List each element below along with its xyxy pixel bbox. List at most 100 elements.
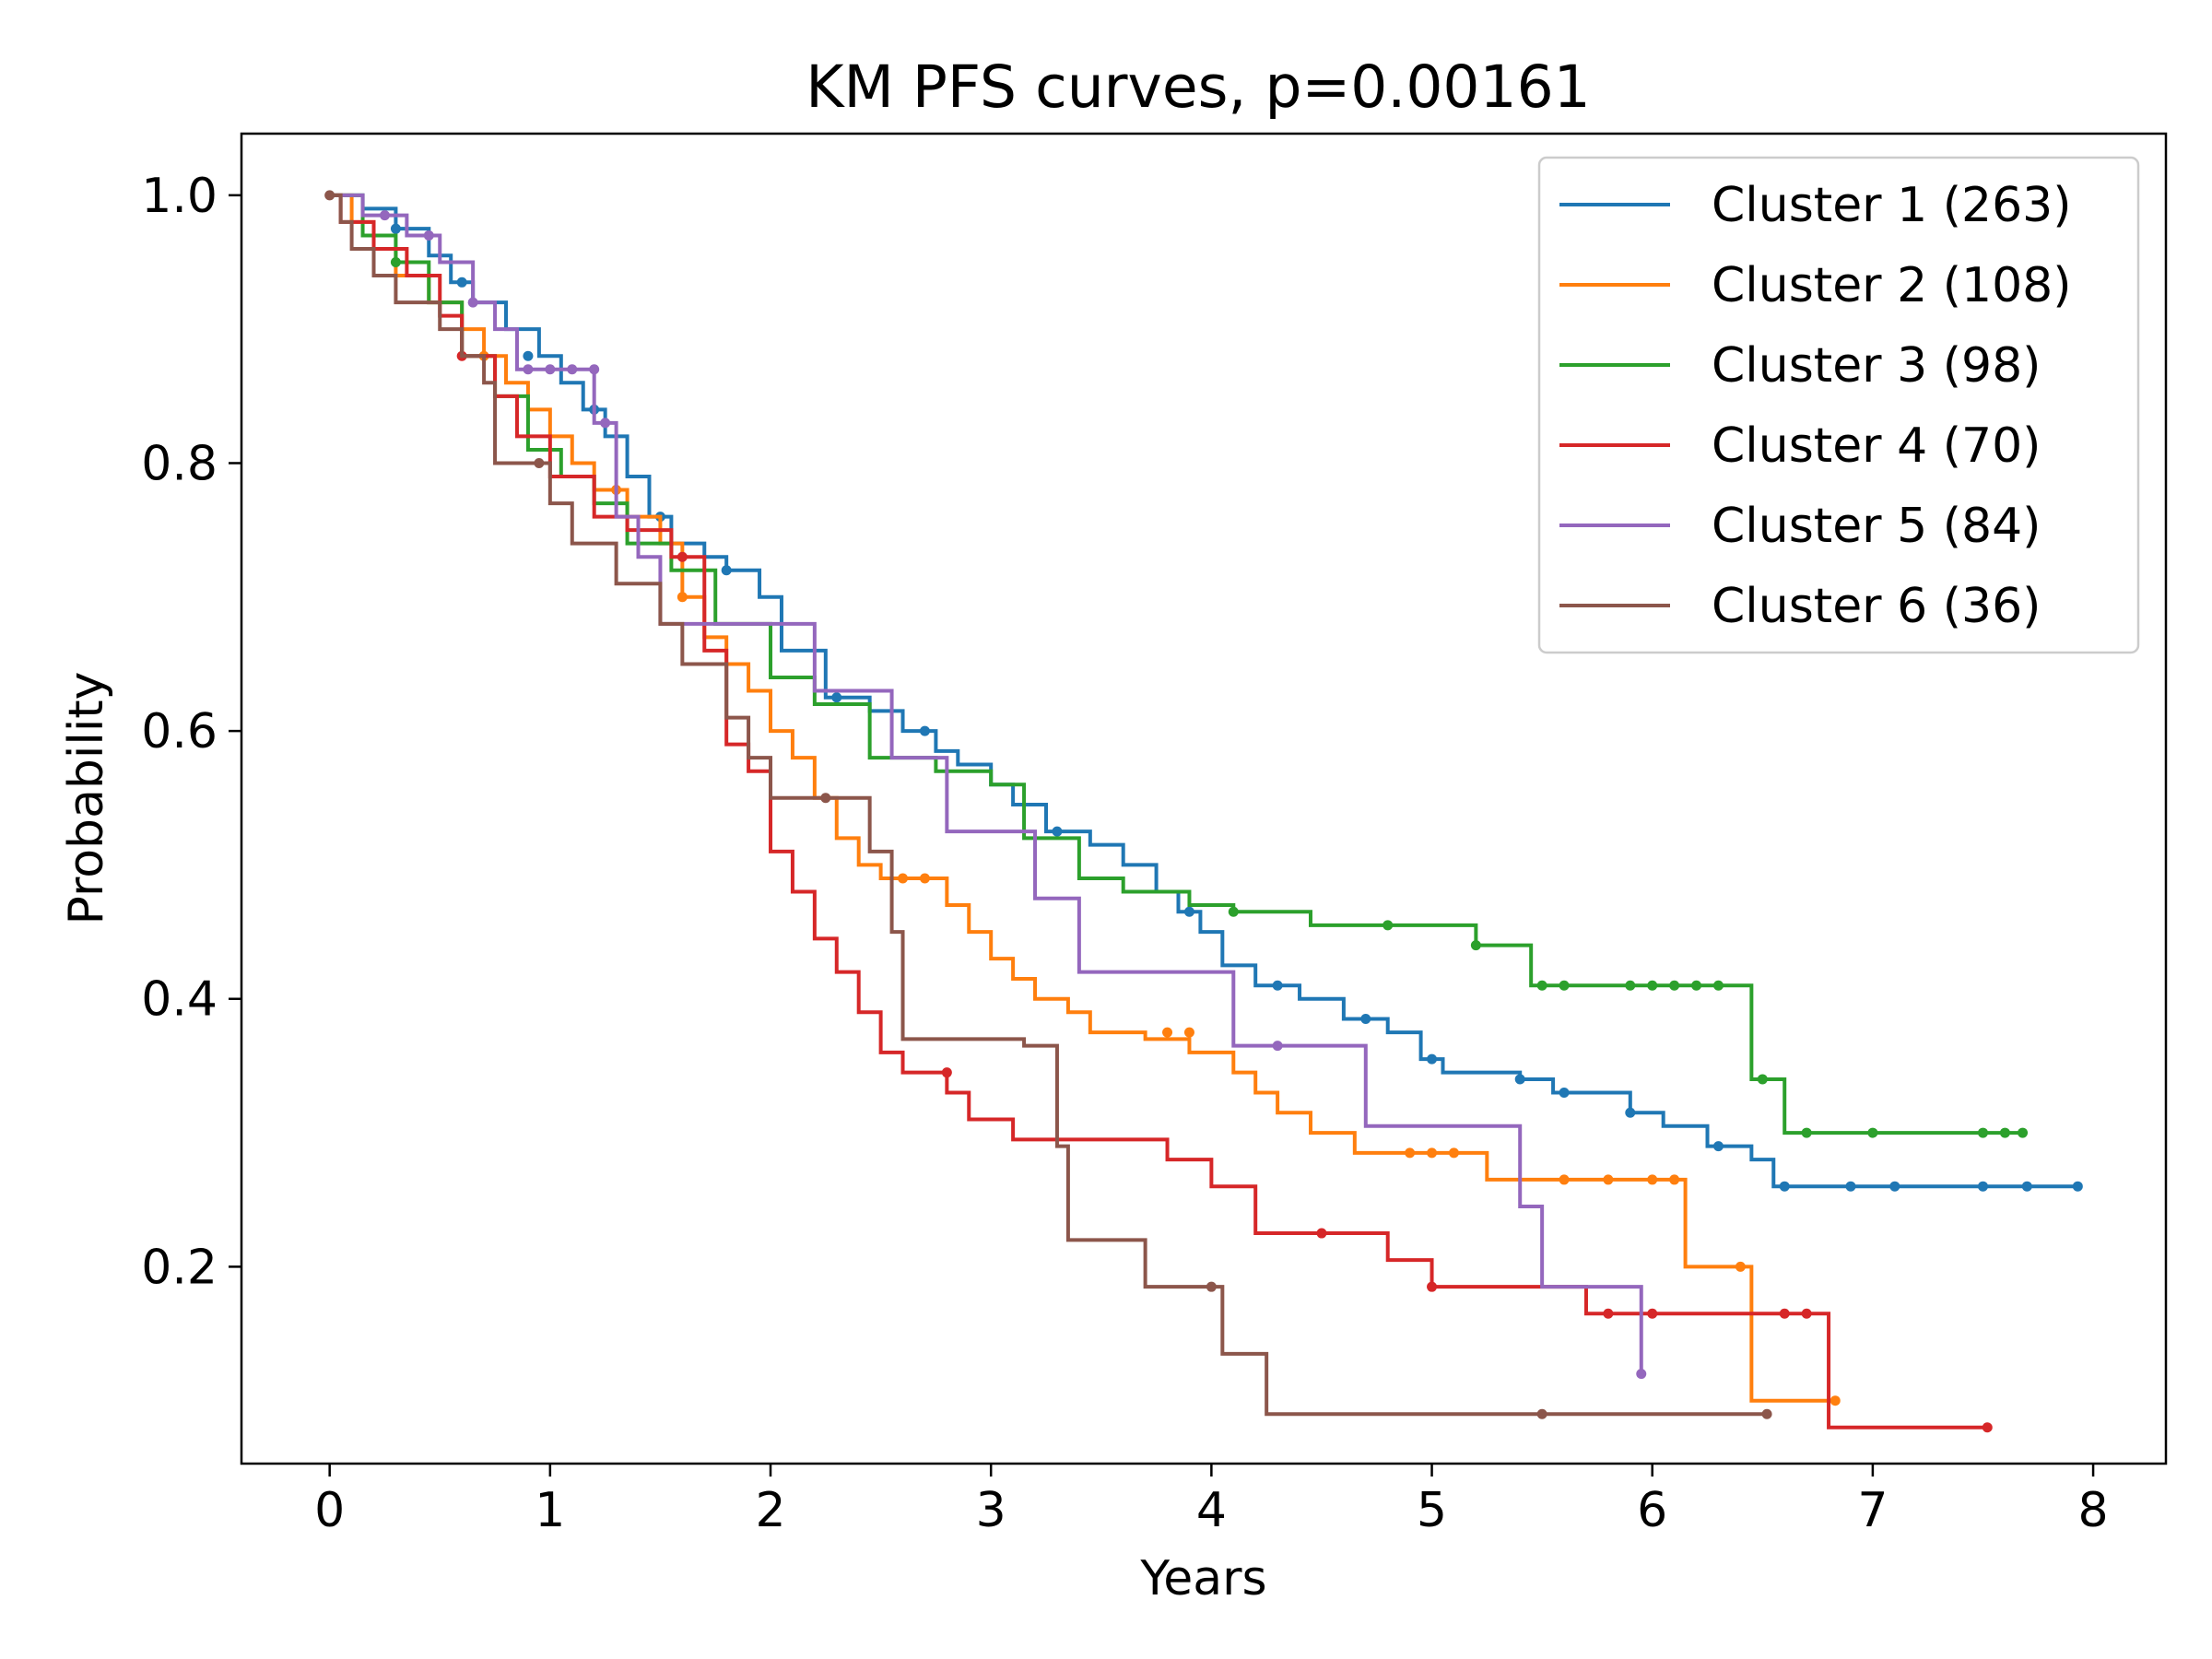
legend-label: Cluster 4 (70) xyxy=(1712,418,2041,474)
censor-mark xyxy=(1999,1127,2010,1138)
censor-mark xyxy=(1712,980,1724,991)
censor-mark xyxy=(567,364,578,375)
censor-mark xyxy=(1427,1147,1438,1159)
censor-mark xyxy=(820,793,831,804)
censor-mark xyxy=(1427,1281,1438,1292)
y-tick-label: 0.4 xyxy=(141,972,218,1028)
censor-mark xyxy=(1228,906,1239,917)
censor-mark xyxy=(589,364,600,375)
censor-mark xyxy=(523,364,534,375)
censor-mark xyxy=(456,276,467,288)
legend-item-cluster-2: Cluster 2 (108) xyxy=(1559,258,2072,313)
series-cluster-6 xyxy=(324,190,1772,1419)
legend-label: Cluster 6 (36) xyxy=(1712,579,2041,634)
censor-mark xyxy=(721,565,732,576)
censor-mark xyxy=(1647,1308,1658,1319)
y-axis-label: Probability xyxy=(59,672,114,925)
legend-item-cluster-3: Cluster 3 (98) xyxy=(1559,338,2041,394)
censor-mark xyxy=(1360,1014,1371,1025)
censor-mark xyxy=(1272,980,1283,991)
legend: Cluster 1 (263) Cluster 2 (108) Cluster 3 … xyxy=(1537,156,2140,654)
series-cluster-4 xyxy=(329,193,1993,1433)
y-tick-label: 0.6 xyxy=(141,704,218,759)
censor-mark xyxy=(941,1067,952,1078)
censor-mark xyxy=(600,418,611,429)
km-curve-line xyxy=(329,193,1836,1403)
km-curve-line xyxy=(329,193,1988,1430)
censor-mark xyxy=(1052,826,1063,837)
x-axis-label: Years xyxy=(1139,1551,1266,1606)
censor-mark xyxy=(1470,940,1481,951)
censor-mark xyxy=(677,592,688,603)
legend-label: Cluster 3 (98) xyxy=(1712,338,2041,394)
censor-mark xyxy=(1382,920,1394,931)
censor-mark xyxy=(534,457,545,468)
censor-mark xyxy=(1757,1074,1768,1085)
censor-mark xyxy=(1448,1147,1459,1159)
km-curve-line xyxy=(329,193,2078,1189)
censor-mark xyxy=(1977,1127,1988,1138)
censor-mark xyxy=(1691,980,1702,991)
censor-mark xyxy=(919,873,930,884)
x-tick-label: 6 xyxy=(1637,1483,1667,1538)
censor-mark xyxy=(1761,1408,1772,1419)
censor-mark xyxy=(2018,1127,2029,1138)
censor-mark xyxy=(1316,1228,1327,1239)
chart-title: KM PFS curves, p=0.00161 xyxy=(806,53,1591,121)
censor-mark xyxy=(1845,1181,1856,1192)
series-cluster-1 xyxy=(329,193,2083,1192)
censor-mark xyxy=(919,725,930,736)
series-cluster-2 xyxy=(329,193,1841,1406)
censor-mark xyxy=(898,873,909,884)
censor-mark xyxy=(2021,1181,2032,1192)
censor-mark xyxy=(2072,1181,2083,1192)
y-axis: 0.2 0.4 0.6 0.8 1.0 xyxy=(141,169,241,1295)
censor-mark xyxy=(1636,1369,1647,1380)
censor-mark xyxy=(1735,1261,1746,1272)
censor-mark xyxy=(1867,1127,1878,1138)
legend-item-cluster-1: Cluster 1 (263) xyxy=(1559,178,2072,233)
legend-item-cluster-6: Cluster 6 (36) xyxy=(1559,579,2041,634)
series-layer xyxy=(324,190,2083,1433)
censor-mark xyxy=(1889,1181,1900,1192)
x-tick-label: 8 xyxy=(2078,1483,2109,1538)
censor-mark xyxy=(1405,1147,1416,1159)
plot-area-frame xyxy=(240,132,2168,1465)
censor-mark xyxy=(1183,906,1194,917)
censor-mark xyxy=(1779,1181,1790,1192)
censor-mark xyxy=(1206,1281,1217,1292)
y-tick-label: 0.2 xyxy=(141,1240,218,1295)
censor-mark xyxy=(523,350,534,361)
censor-mark xyxy=(390,223,401,234)
legend-label: Cluster 2 (108) xyxy=(1712,258,2072,313)
censor-mark xyxy=(1625,1107,1636,1118)
series-cluster-5 xyxy=(329,193,1647,1380)
legend-item-cluster-4: Cluster 4 (70) xyxy=(1559,418,2041,474)
censor-mark xyxy=(1183,1027,1194,1038)
censor-mark xyxy=(1977,1181,1988,1192)
censor-mark xyxy=(379,210,390,221)
y-tick-label: 1.0 xyxy=(141,169,218,224)
x-axis: 0 1 2 3 4 5 6 7 8 xyxy=(314,1464,2109,1538)
censor-mark xyxy=(390,257,401,268)
km-curve-line xyxy=(329,193,1768,1417)
censor-mark xyxy=(1669,1174,1680,1185)
x-tick-label: 2 xyxy=(755,1483,785,1538)
censor-mark xyxy=(1982,1422,1993,1433)
censor-mark xyxy=(677,551,688,562)
legend-frame xyxy=(1537,156,2140,654)
censor-mark xyxy=(1603,1308,1614,1319)
censor-mark xyxy=(1801,1308,1812,1319)
censor-mark xyxy=(1603,1174,1614,1185)
legend-label: Cluster 1 (263) xyxy=(1712,178,2072,233)
censor-mark xyxy=(467,297,478,308)
x-tick-label: 0 xyxy=(314,1483,345,1538)
censor-mark xyxy=(831,692,842,703)
x-tick-label: 1 xyxy=(535,1483,565,1538)
censor-mark xyxy=(1669,980,1680,991)
censor-mark xyxy=(1427,1053,1438,1065)
legend-item-cluster-5: Cluster 5 (84) xyxy=(1559,499,2041,554)
censor-mark xyxy=(1830,1395,1841,1406)
censor-mark xyxy=(545,364,556,375)
